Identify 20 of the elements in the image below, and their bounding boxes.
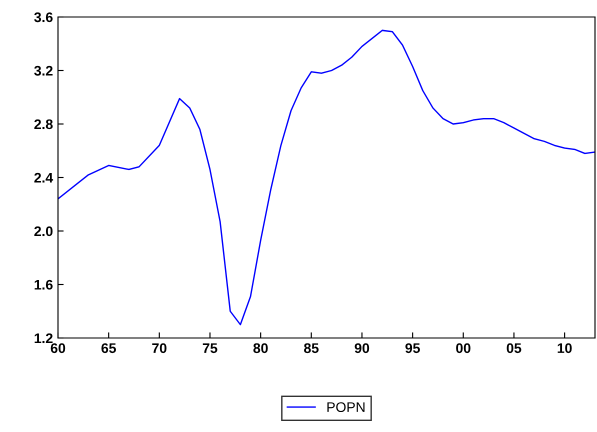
x-tick-label: 85 [304, 343, 319, 354]
y-tick-label: 1.2 [34, 333, 53, 344]
y-tick-label: 2.0 [34, 226, 53, 236]
x-tick-label: 75 [202, 343, 218, 354]
y-tick-label: 1.6 [34, 280, 53, 290]
legend-label: POPN [327, 402, 364, 412]
y-tick-label: 3.6 [34, 12, 53, 22]
x-tick-label: 80 [253, 343, 268, 354]
y-tick-label: 2.8 [34, 119, 53, 130]
x-tick-label: 05 [506, 343, 522, 354]
x-tick-label: 10 [558, 343, 572, 354]
line-series [58, 30, 595, 326]
x-tick-label: 70 [152, 343, 166, 354]
x-tick-label: 00 [456, 343, 470, 354]
x-tick-label: 90 [354, 343, 370, 354]
y-tick-label: 3.2 [34, 66, 53, 76]
y-tick-label: 2.4 [34, 172, 54, 183]
x-tick-label: 65 [101, 343, 116, 354]
x-tick-label: 60 [50, 343, 66, 354]
x-tick-label: 95 [405, 343, 420, 354]
